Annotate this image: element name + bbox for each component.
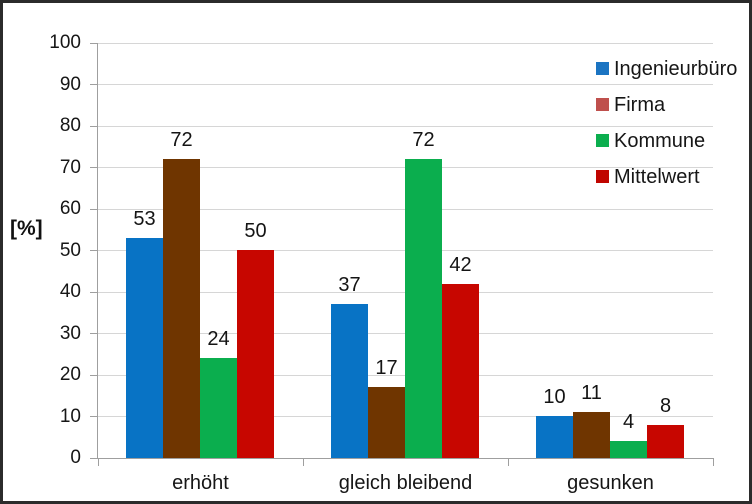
y-tick-20	[90, 374, 98, 376]
bar-value-Firma-gesunken: 11	[581, 382, 602, 404]
bar-value-Firma-erhöht: 72	[170, 129, 193, 151]
bar-Kommune-gesunken	[610, 441, 647, 458]
legend-swatch-Firma	[596, 98, 609, 111]
y-tick-10	[90, 416, 98, 417]
bar-value-Kommune-erhöht: 24	[207, 328, 230, 350]
gridline-100	[98, 42, 713, 44]
y-tick-70	[90, 167, 98, 168]
legend-item-Ingenieurbüro: Ingenieurbüro	[596, 58, 737, 80]
bar-value-Mittelwert-gesunken: 8	[659, 395, 672, 417]
bar-Ingenieurbüro-erhöht	[126, 238, 163, 458]
y-tick-label-50: 50	[59, 239, 81, 261]
bar-value-Ingenieurbüro-gesunken: 10	[543, 386, 566, 408]
bar-Mittelwert-gesunken	[647, 425, 684, 458]
y-tick-label-40: 40	[59, 281, 81, 302]
bar-value-Mittelwert-erhöht: 50	[244, 220, 267, 242]
bar-value-Mittelwert-gleich bleibend: 42	[449, 254, 472, 276]
y-axis-line	[97, 43, 98, 458]
y-tick-0	[90, 457, 98, 459]
bar-value-Ingenieurbüro-erhöht: 53	[133, 208, 156, 230]
y-tick-label-10: 10	[59, 405, 81, 427]
y-tick-label-20: 20	[59, 364, 81, 385]
bar-Kommune-gleich bleibend	[405, 159, 442, 458]
y-tick-label-60: 60	[59, 198, 81, 219]
bar-Firma-gesunken	[573, 412, 610, 458]
x-tick-0	[97, 458, 99, 466]
y-tick-30	[90, 333, 98, 334]
bar-Firma-gleich bleibend	[368, 387, 405, 458]
x-tick-2	[507, 458, 509, 466]
legend-label-Mittelwert: Mittelwert	[614, 166, 700, 188]
gridline-90	[98, 84, 713, 85]
y-axis-unit-label: [%]	[10, 217, 43, 240]
y-tick-label-100: 100	[49, 32, 81, 53]
y-tick-label-70: 70	[59, 156, 81, 178]
gridline-80	[98, 125, 713, 127]
bar-Ingenieurbüro-gesunken	[536, 416, 573, 458]
legend-item-Kommune: Kommune	[596, 130, 726, 152]
x-category-label-erhöht: erhöht	[172, 472, 229, 494]
bar-Mittelwert-erhöht	[237, 250, 274, 458]
legend-swatch-Kommune	[596, 134, 609, 147]
legend-label-Kommune: Kommune	[614, 130, 706, 152]
legend-swatch-Ingenieurbüro	[596, 62, 609, 75]
bar-value-Kommune-gleich bleibend: 72	[412, 129, 435, 151]
bar-value-Kommune-gesunken: 4	[622, 411, 635, 433]
x-category-label-gleich bleibend: gleich bleibend	[338, 472, 473, 494]
x-tick-1	[302, 458, 304, 466]
y-tick-90	[90, 84, 98, 85]
y-tick-80	[90, 125, 98, 127]
y-tick-label-80: 80	[59, 115, 81, 136]
legend-label-Ingenieurbüro: Ingenieurbüro	[614, 58, 738, 80]
bar-value-Ingenieurbüro-gleich bleibend: 37	[338, 274, 361, 296]
legend-item-Firma: Firma	[596, 94, 726, 116]
x-tick-3	[712, 458, 714, 466]
bar-Firma-erhöht	[163, 159, 200, 458]
bar-value-Firma-gleich bleibend: 17	[375, 357, 398, 379]
y-tick-40	[90, 291, 98, 293]
legend-label-Firma: Firma	[614, 94, 666, 116]
legend-item-Mittelwert: Mittelwert	[596, 166, 726, 188]
y-tick-50	[90, 250, 98, 251]
y-tick-label-30: 30	[59, 322, 81, 344]
bar-Ingenieurbüro-gleich bleibend	[331, 304, 368, 458]
y-tick-label-90: 90	[59, 73, 81, 95]
bar-Mittelwert-gleich bleibend	[442, 284, 479, 458]
x-category-label-gesunken: gesunken	[567, 472, 654, 494]
y-tick-100	[90, 42, 98, 44]
y-tick-60	[90, 208, 98, 210]
y-tick-label-0: 0	[70, 447, 81, 468]
legend-swatch-Mittelwert	[596, 170, 609, 183]
bar-Kommune-erhöht	[200, 358, 237, 458]
x-axis-line	[98, 458, 713, 459]
